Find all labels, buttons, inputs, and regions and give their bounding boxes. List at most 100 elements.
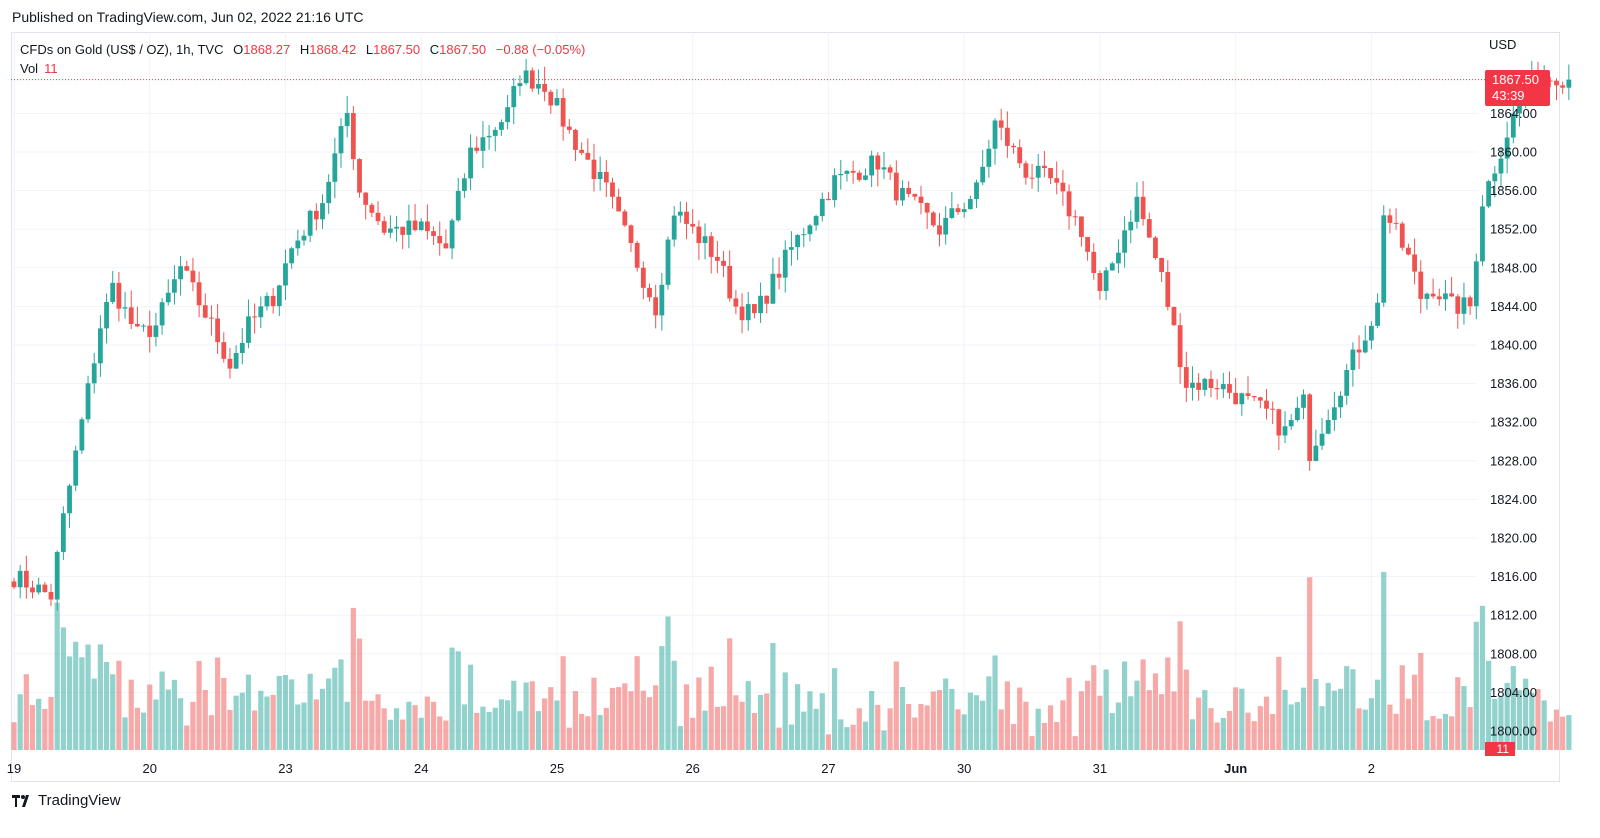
volume-label: Vol bbox=[20, 61, 39, 76]
candle-body bbox=[1140, 196, 1146, 220]
volume-bar bbox=[289, 679, 295, 750]
candle-body bbox=[930, 212, 936, 226]
x-axis-tick-label: 31 bbox=[1093, 761, 1107, 776]
candle-body bbox=[221, 342, 227, 359]
volume-bar bbox=[282, 675, 289, 750]
candle-body bbox=[875, 155, 881, 170]
volume-bar bbox=[1084, 680, 1091, 750]
candle-body bbox=[135, 323, 140, 327]
low-value: 1867.50 bbox=[373, 42, 421, 57]
x-axis-tick-label: Jun bbox=[1224, 761, 1247, 776]
volume-bar bbox=[1387, 704, 1393, 750]
y-axis-tick-label: 1820.00 bbox=[1490, 531, 1537, 546]
candle-body bbox=[659, 284, 665, 316]
volume-bar bbox=[177, 698, 184, 750]
candle-body bbox=[227, 358, 233, 369]
brand[interactable]: TradingView bbox=[12, 792, 121, 809]
volume-bar bbox=[566, 727, 572, 750]
volume-bar bbox=[1331, 690, 1337, 750]
volume-bar bbox=[1220, 717, 1226, 750]
volume-bar bbox=[85, 644, 91, 750]
candle-body bbox=[1171, 306, 1177, 326]
candle-body bbox=[714, 256, 720, 261]
candle-body bbox=[955, 208, 961, 213]
candle-body bbox=[332, 153, 338, 182]
candle-body bbox=[369, 204, 375, 213]
candle-body bbox=[881, 167, 887, 170]
volume-bar bbox=[73, 641, 79, 750]
candle-body bbox=[517, 83, 523, 87]
volume-bar bbox=[505, 700, 511, 750]
volume-bar bbox=[967, 692, 973, 750]
candle-body bbox=[202, 305, 208, 318]
candle-body bbox=[1220, 384, 1226, 390]
candle-body bbox=[1282, 426, 1288, 436]
volume-bar bbox=[215, 657, 221, 750]
candle-body bbox=[1264, 400, 1269, 409]
candle-body bbox=[23, 570, 29, 588]
volume-bar bbox=[535, 711, 542, 750]
candle-body bbox=[375, 212, 381, 222]
volume-bar bbox=[825, 734, 832, 750]
candle-body bbox=[1257, 397, 1263, 401]
volume-bar bbox=[523, 682, 529, 750]
candle-body bbox=[597, 171, 603, 179]
candle-body bbox=[1128, 221, 1134, 231]
volume-bar bbox=[1171, 691, 1177, 750]
volume-bar bbox=[1442, 713, 1449, 750]
volume-bar bbox=[961, 714, 967, 750]
candle-body bbox=[801, 234, 807, 236]
currency-label[interactable]: USD bbox=[1489, 37, 1517, 52]
candle-body bbox=[671, 215, 677, 240]
candle-body bbox=[640, 267, 646, 288]
candle-body bbox=[1035, 165, 1041, 178]
volume-bar bbox=[986, 676, 992, 750]
candle-body bbox=[468, 147, 473, 179]
volume-bar bbox=[412, 705, 418, 750]
volume-bar bbox=[1109, 713, 1115, 750]
candle-body bbox=[1134, 196, 1140, 222]
volume-bar bbox=[1128, 696, 1134, 750]
volume-bar bbox=[1189, 719, 1196, 750]
volume-bar bbox=[542, 698, 548, 750]
volume-bar bbox=[813, 708, 819, 750]
candle-body bbox=[591, 159, 597, 179]
volume-bar bbox=[659, 646, 665, 750]
y-axis-tick-label: 1804.00 bbox=[1490, 685, 1537, 700]
volume-bar bbox=[1257, 706, 1263, 750]
volume-bar bbox=[1529, 692, 1535, 750]
candle-body bbox=[1153, 237, 1158, 259]
candle-body bbox=[394, 226, 399, 229]
candle-body bbox=[1214, 388, 1220, 390]
x-axis-tick-label: 25 bbox=[550, 761, 564, 776]
volume-bar bbox=[1140, 659, 1146, 750]
volume-bar bbox=[603, 707, 609, 750]
candle-body bbox=[752, 304, 757, 314]
volume-bar bbox=[1541, 700, 1547, 750]
x-axis-tick-label: 26 bbox=[685, 761, 699, 776]
candle-body bbox=[579, 149, 585, 153]
volume-bar bbox=[17, 694, 23, 750]
volume-bar bbox=[350, 607, 356, 750]
candle-body bbox=[406, 220, 412, 235]
volume-bar bbox=[1183, 669, 1189, 750]
volume-bar bbox=[1103, 669, 1109, 750]
last-price-tag: 1867.50 43:39 bbox=[1485, 70, 1550, 106]
volume-bar bbox=[1134, 680, 1140, 750]
candle-body bbox=[499, 122, 504, 130]
candle-body bbox=[1436, 296, 1442, 300]
high-label: H bbox=[299, 42, 310, 57]
candle-body bbox=[696, 226, 702, 244]
volume-bar bbox=[912, 717, 918, 750]
volume-bar bbox=[597, 715, 603, 750]
candle-body bbox=[727, 265, 733, 299]
volume-bar bbox=[690, 717, 696, 750]
candle-body bbox=[1276, 409, 1282, 436]
candle-body bbox=[1017, 147, 1023, 164]
candle-body bbox=[147, 325, 153, 337]
x-axis-tick-label: 20 bbox=[143, 761, 157, 776]
candle-body bbox=[1091, 251, 1097, 274]
candle-body bbox=[1239, 393, 1245, 405]
volume-bar bbox=[1214, 722, 1220, 750]
